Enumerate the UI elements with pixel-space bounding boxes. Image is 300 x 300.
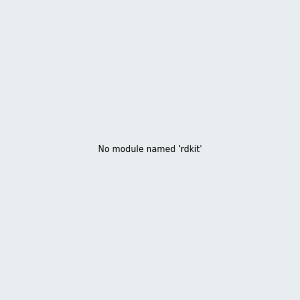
Text: No module named 'rdkit': No module named 'rdkit' [98, 146, 202, 154]
